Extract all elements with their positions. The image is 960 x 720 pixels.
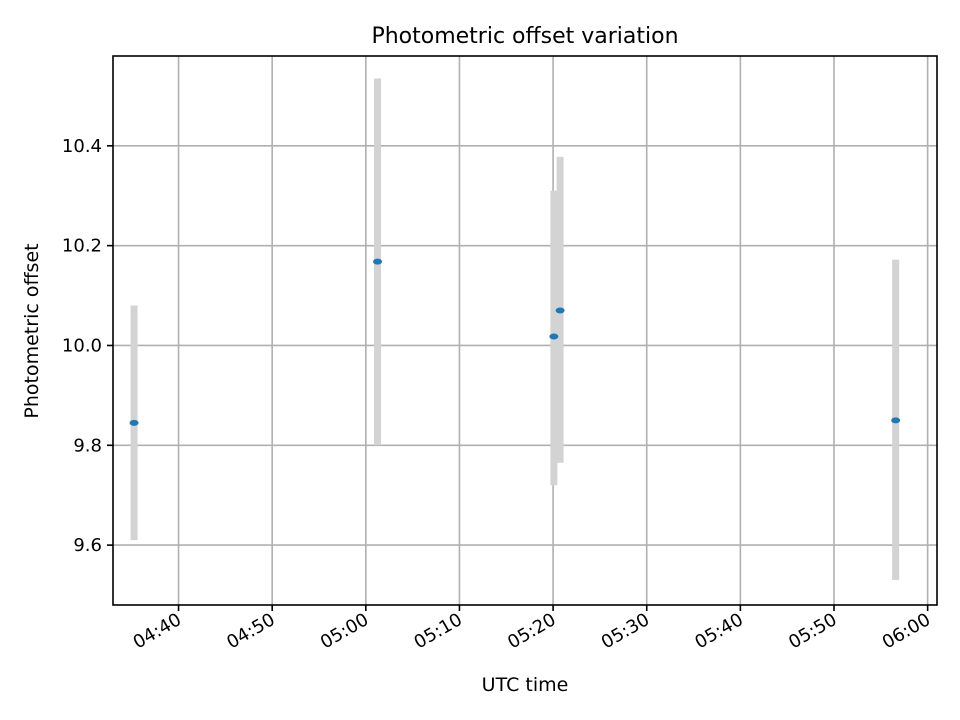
y-tick-label: 10.4: [62, 136, 102, 157]
x-tick-label: 05:50: [785, 609, 840, 653]
x-tick-label: 05:20: [504, 609, 559, 653]
x-tick-label: 05:30: [598, 609, 653, 653]
x-tick-label: 05:40: [691, 609, 746, 653]
error-bars: [130, 78, 900, 581]
y-axis-label: Photometric offset: [21, 243, 43, 418]
x-tick-label: 06:00: [879, 609, 934, 653]
x-tick-label: 05:10: [411, 609, 466, 653]
grid: [113, 56, 937, 605]
y-tick-label: 9.8: [73, 435, 102, 456]
data-point: [891, 417, 901, 424]
y-tick-label: 10.0: [62, 335, 102, 356]
plot-frame: [112, 55, 938, 606]
data-point: [549, 333, 559, 340]
data-point: [129, 419, 139, 426]
x-axis-label: UTC time: [482, 674, 569, 696]
data-points: [129, 258, 901, 426]
data-point: [555, 307, 565, 314]
x-tick-label: 04:40: [130, 609, 185, 653]
x-tick-label: 04:50: [223, 609, 278, 653]
y-tick-label: 9.6: [73, 535, 102, 556]
axis-ticks: 04:40 04:50 05:00 05:10 05:20 05:30 05:40 05:50…: [62, 136, 934, 653]
x-tick-label: 05:00: [317, 609, 372, 653]
chart-title: Photometric offset variation: [371, 24, 678, 49]
y-tick-label: 10.2: [62, 236, 102, 257]
data-point: [373, 258, 383, 265]
